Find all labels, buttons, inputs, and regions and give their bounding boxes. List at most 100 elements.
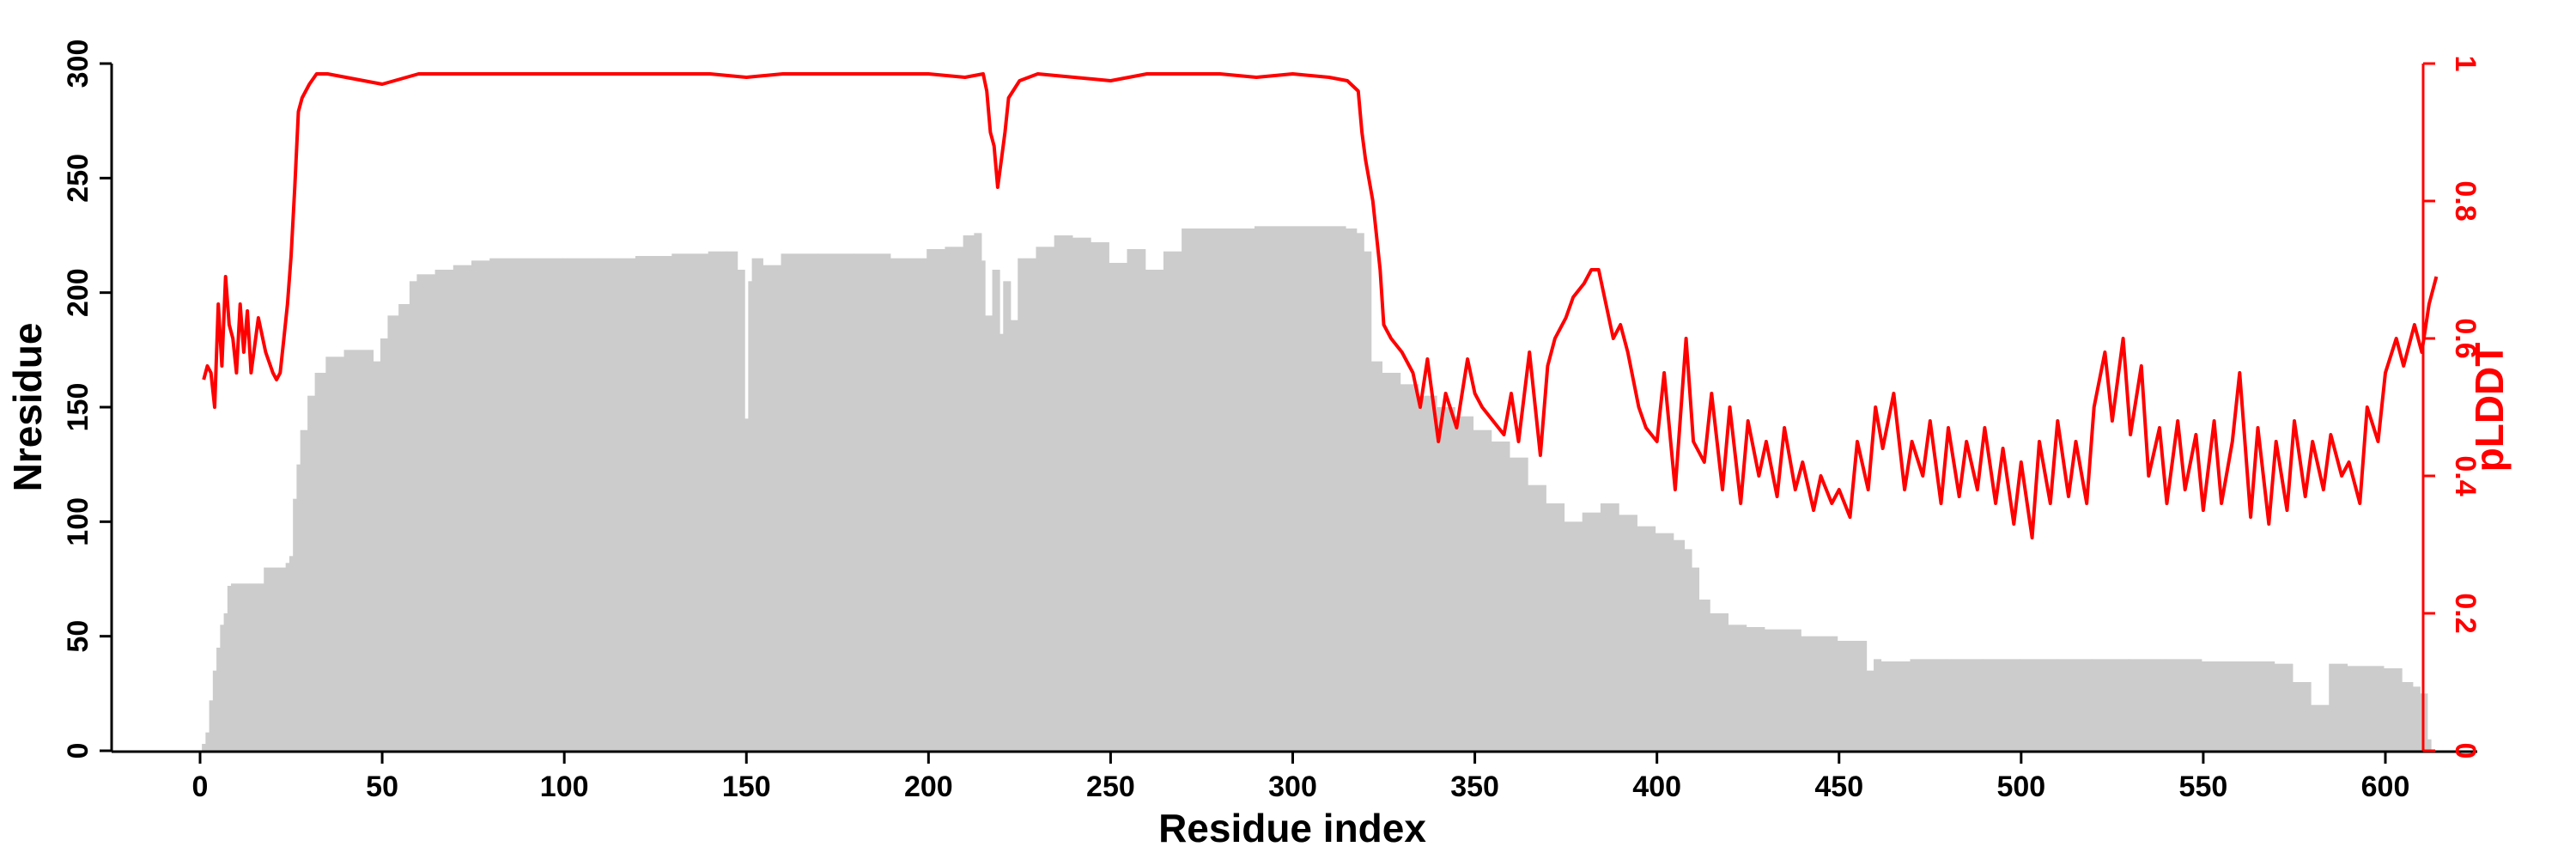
nresidue-bar xyxy=(231,583,235,751)
nresidue-bar xyxy=(361,350,374,751)
nresidue-bar xyxy=(1801,636,1838,751)
nresidue-bar xyxy=(1370,361,1383,751)
nresidue-bar xyxy=(205,732,210,751)
x-tick-label: 100 xyxy=(540,771,589,803)
nresidue-bar xyxy=(1182,228,1219,751)
y-right-tick-label: 0.2 xyxy=(2449,593,2482,633)
nresidue-bar xyxy=(1291,226,1328,751)
nresidue-bar xyxy=(2292,682,2312,751)
nresidue-bar xyxy=(249,583,264,751)
nresidue-bar xyxy=(2427,739,2432,751)
nresidue-bar xyxy=(1473,430,1492,751)
nresidue-bar xyxy=(1946,659,1984,751)
nresidue-bar xyxy=(373,361,381,751)
nresidue-bar xyxy=(1528,484,1546,751)
nresidue-bar xyxy=(762,265,782,752)
nresidue-bar xyxy=(2383,668,2403,751)
nresidue-bar xyxy=(999,333,1004,751)
nresidue-bar xyxy=(726,251,738,752)
y-left-tick-label: 100 xyxy=(62,497,94,546)
nresidue-bar xyxy=(1091,242,1109,751)
y-left-tick-label: 150 xyxy=(62,383,94,432)
nresidue-bar xyxy=(325,356,345,751)
nresidue-bar xyxy=(671,253,709,751)
nresidue-bar xyxy=(1509,457,1528,751)
nresidue-bar xyxy=(264,567,279,751)
nresidue-bar xyxy=(2274,663,2293,751)
y-left-tick-label: 300 xyxy=(62,40,94,88)
nresidue-bar xyxy=(708,251,727,752)
nresidue-bar xyxy=(2056,659,2093,751)
nresidue-bar xyxy=(202,744,206,751)
nresidue-bar xyxy=(1218,228,1255,751)
x-tick-label: 0 xyxy=(192,771,209,803)
nresidue-bar xyxy=(212,670,217,751)
nresidue-bar xyxy=(1491,442,1510,751)
y-left-tick-label: 250 xyxy=(62,154,94,203)
nresidue-bar xyxy=(343,350,363,751)
y-axis-right-title: pLDDT xyxy=(2467,343,2512,472)
nresidue-bar xyxy=(1254,226,1291,751)
nresidue-bar xyxy=(2365,666,2385,751)
x-tick-label: 550 xyxy=(2179,771,2228,803)
nresidue-bar xyxy=(1837,641,1856,751)
nresidue-bar xyxy=(1437,407,1455,751)
nresidue-bar xyxy=(2019,659,2057,751)
nresidue-bar xyxy=(1637,526,1656,751)
x-tick-label: 250 xyxy=(1086,771,1135,803)
nresidue-bar xyxy=(974,233,982,751)
nresidue-bar xyxy=(416,274,436,751)
y-right-tick-label: 0.6 xyxy=(2449,318,2482,358)
nresidue-bar xyxy=(278,567,287,751)
y-left-tick-label: 200 xyxy=(62,268,94,317)
nresidue-bar xyxy=(409,281,417,751)
y-right-tick-label: 0.4 xyxy=(2449,455,2482,496)
nresidue-bar xyxy=(1145,270,1164,751)
nresidue-bar xyxy=(1018,258,1037,752)
nresidue-bar xyxy=(1866,670,1874,751)
nresidue-bar xyxy=(209,700,214,751)
nresidue-bar xyxy=(1764,629,1801,751)
nresidue-bar xyxy=(1546,503,1565,751)
x-tick-label: 300 xyxy=(1268,771,1317,803)
nresidue-bar xyxy=(1728,624,1747,751)
nresidue-bar xyxy=(1003,281,1012,751)
nresidue-bar xyxy=(1036,247,1055,751)
nresidue-bar xyxy=(1382,373,1401,751)
nresidue-bar xyxy=(1698,600,1710,751)
nresidue-bar xyxy=(1673,539,1686,751)
nresidue-bar xyxy=(489,258,527,752)
nresidue-bar xyxy=(434,270,454,751)
x-tick-label: 500 xyxy=(1996,771,2045,803)
nresidue-bar xyxy=(1109,263,1128,751)
nresidue-bar xyxy=(471,260,490,751)
nresidue-bar xyxy=(1455,416,1474,751)
nresidue-bar xyxy=(289,556,294,751)
nresidue-bar xyxy=(1880,661,1911,751)
nresidue-bar xyxy=(1691,567,1700,751)
nresidue-bar xyxy=(890,258,927,752)
nresidue-bar xyxy=(2201,661,2239,751)
y-axis-left-title: Nresidue xyxy=(5,323,50,492)
nresidue-bar xyxy=(526,258,563,752)
x-tick-label: 450 xyxy=(1814,771,1863,803)
nresidue-bar xyxy=(1619,515,1637,751)
x-tick-label: 200 xyxy=(904,771,953,803)
nresidue-bar xyxy=(380,338,389,751)
nresidue-bar xyxy=(2128,659,2166,751)
nresidue-bar xyxy=(1564,521,1583,751)
nresidue-bar xyxy=(2402,682,2414,751)
nresidue-bars xyxy=(202,226,2432,752)
nresidue-bar xyxy=(1418,395,1437,751)
x-tick-label: 600 xyxy=(2361,771,2410,803)
nresidue-bar xyxy=(234,583,250,751)
nresidue-bar xyxy=(314,373,326,751)
nresidue-bar xyxy=(387,315,399,751)
nresidue-bar xyxy=(927,249,946,751)
x-axis-title: Residue index xyxy=(1158,806,1426,850)
nresidue-bar xyxy=(1356,233,1364,751)
nresidue-bar xyxy=(2412,686,2421,751)
axes: 0 50 100 150 200 250 300 350 400 450 500 550 600 0 50 1… xyxy=(62,40,2482,803)
nresidue-bar xyxy=(453,265,472,752)
